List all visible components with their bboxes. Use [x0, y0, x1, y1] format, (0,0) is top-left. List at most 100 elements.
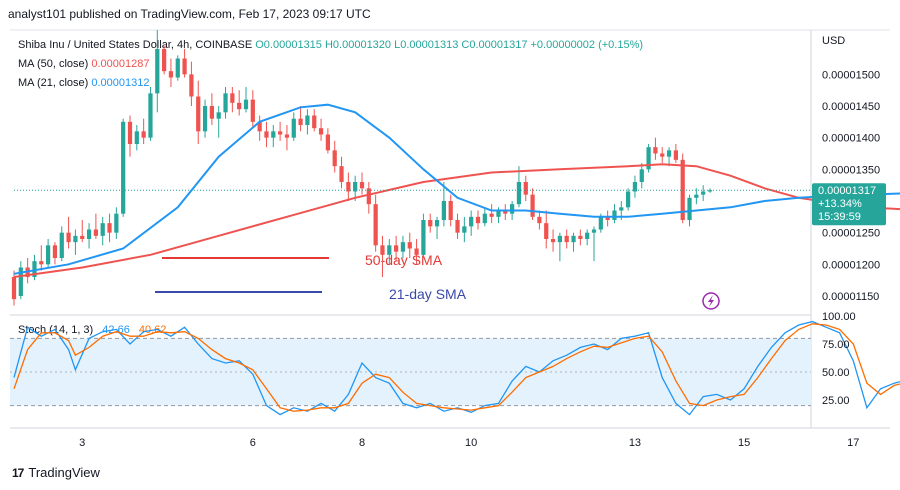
candle[interactable]	[373, 194, 378, 252]
current-price-marker[interactable]: 0.00001317+13.34%15:39:59	[14, 183, 886, 226]
candle[interactable]	[550, 229, 556, 252]
candle[interactable]	[148, 87, 153, 141]
candle[interactable]	[448, 194, 453, 227]
ma21-line[interactable]	[13, 103, 900, 275]
candle[interactable]	[394, 235, 399, 262]
candle[interactable]	[571, 232, 576, 252]
candle[interactable]	[264, 121, 269, 148]
candle[interactable]	[141, 118, 146, 144]
candle[interactable]	[428, 213, 433, 233]
candle[interactable]	[646, 144, 651, 173]
candle[interactable]	[407, 232, 412, 258]
candle[interactable]	[469, 210, 474, 236]
candle[interactable]	[107, 213, 112, 243]
legend-ma21-row[interactable]: MA (21, close) 0.00001312	[18, 74, 643, 93]
candle[interactable]	[86, 223, 92, 249]
ma50-line[interactable]	[13, 163, 900, 278]
candle[interactable]	[196, 80, 201, 144]
candle[interactable]	[591, 226, 597, 262]
candle[interactable]	[564, 229, 569, 249]
candle[interactable]	[639, 163, 644, 189]
candle[interactable]	[530, 188, 535, 220]
candle[interactable]	[694, 188, 699, 205]
candle[interactable]	[93, 213, 98, 239]
candle[interactable]	[305, 109, 310, 135]
candle[interactable]	[114, 207, 119, 239]
candle[interactable]	[73, 229, 78, 255]
sma50-annotation-text[interactable]: 50-day SMA	[365, 252, 443, 268]
candle[interactable]	[18, 261, 23, 300]
candle[interactable]	[46, 239, 51, 268]
candle[interactable]	[701, 185, 706, 201]
stoch-d-line[interactable]	[13, 323, 900, 412]
candle[interactable]	[353, 175, 358, 201]
candle[interactable]	[291, 112, 296, 141]
candle[interactable]	[216, 106, 221, 138]
candle[interactable]	[243, 87, 249, 113]
candle[interactable]	[578, 229, 583, 246]
candle[interactable]	[59, 226, 64, 262]
candle[interactable]	[168, 58, 174, 88]
candle[interactable]	[359, 172, 365, 195]
candle[interactable]	[39, 245, 44, 271]
candle[interactable]	[482, 207, 487, 227]
candle[interactable]	[325, 128, 330, 154]
candle[interactable]	[175, 55, 180, 81]
candle[interactable]	[537, 210, 542, 230]
candle[interactable]	[612, 204, 617, 224]
symbol-label[interactable]: Shiba Inu / United States Dollar, 4h, CO…	[18, 39, 253, 51]
candle[interactable]	[202, 99, 208, 138]
candle[interactable]	[475, 210, 481, 230]
sma21-annotation-text[interactable]: 21-day SMA	[389, 286, 467, 302]
candle[interactable]	[462, 216, 467, 243]
candle[interactable]	[605, 210, 610, 227]
candle[interactable]	[332, 140, 337, 173]
candle[interactable]	[455, 213, 460, 239]
candle[interactable]	[250, 90, 255, 129]
candle[interactable]	[653, 137, 658, 160]
candle[interactable]	[346, 172, 351, 202]
candle[interactable]	[339, 156, 344, 189]
candle[interactable]	[100, 216, 105, 246]
candle[interactable]	[632, 175, 638, 198]
candle[interactable]	[189, 61, 194, 106]
candle[interactable]	[380, 235, 385, 277]
candle[interactable]	[400, 235, 406, 258]
candle[interactable]	[80, 220, 85, 243]
candle[interactable]	[421, 213, 426, 258]
candle[interactable]	[257, 115, 262, 141]
candle[interactable]	[127, 115, 133, 157]
footer-brand[interactable]: 17 TradingView	[12, 465, 100, 480]
lightning-icon[interactable]	[702, 292, 720, 310]
candle[interactable]	[284, 125, 290, 151]
candle[interactable]	[230, 87, 235, 113]
candle[interactable]	[523, 175, 528, 201]
candle[interactable]	[209, 93, 214, 125]
candle[interactable]	[557, 232, 562, 262]
candle[interactable]	[223, 87, 228, 119]
candle[interactable]	[503, 204, 508, 220]
candle[interactable]	[162, 45, 167, 75]
candle[interactable]	[544, 210, 549, 249]
candle[interactable]	[237, 90, 242, 116]
candle[interactable]	[134, 125, 139, 151]
candle[interactable]	[298, 106, 303, 132]
candle[interactable]	[489, 204, 494, 224]
candle[interactable]	[666, 147, 672, 167]
candle[interactable]	[278, 121, 283, 141]
candle[interactable]	[32, 254, 37, 281]
candle[interactable]	[434, 216, 440, 239]
stoch-k-line[interactable]	[13, 320, 900, 416]
candle[interactable]	[52, 242, 58, 265]
candle[interactable]	[516, 166, 522, 208]
candle[interactable]	[182, 49, 187, 78]
legend-ma50-row[interactable]: MA (50, close) 0.00001287	[18, 55, 643, 74]
candle[interactable]	[121, 118, 126, 217]
candle[interactable]	[626, 188, 631, 211]
candle[interactable]	[673, 144, 678, 163]
candle[interactable]	[366, 182, 371, 214]
candle[interactable]	[585, 229, 590, 246]
candle[interactable]	[441, 182, 446, 227]
candle[interactable]	[271, 125, 276, 148]
